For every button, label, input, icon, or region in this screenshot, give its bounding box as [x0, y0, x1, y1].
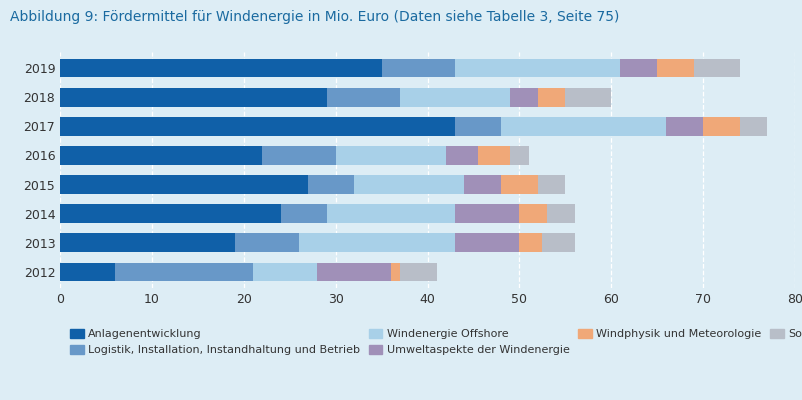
Bar: [537, 175, 565, 194]
Bar: [326, 88, 399, 107]
Bar: [445, 146, 477, 165]
Bar: [546, 204, 574, 223]
Bar: [455, 58, 620, 78]
Bar: [399, 88, 509, 107]
Bar: [739, 117, 767, 136]
Bar: [60, 233, 234, 252]
Bar: [537, 88, 565, 107]
Bar: [60, 175, 308, 194]
Bar: [326, 204, 455, 223]
Bar: [666, 117, 703, 136]
Bar: [455, 204, 519, 223]
Bar: [298, 233, 455, 252]
Bar: [381, 58, 455, 78]
Bar: [60, 117, 455, 136]
Bar: [399, 262, 436, 282]
Bar: [693, 58, 739, 78]
Bar: [60, 88, 326, 107]
Bar: [281, 204, 326, 223]
Bar: [60, 204, 281, 223]
Bar: [308, 175, 354, 194]
Bar: [656, 58, 693, 78]
Bar: [317, 262, 391, 282]
Bar: [703, 117, 739, 136]
Bar: [455, 117, 500, 136]
Bar: [60, 146, 262, 165]
Bar: [509, 88, 537, 107]
Bar: [477, 146, 509, 165]
Bar: [60, 262, 115, 282]
Text: Abbildung 9: Fördermittel für Windenergie in Mio. Euro (Daten siehe Tabelle 3, S: Abbildung 9: Fördermittel für Windenergi…: [10, 10, 618, 24]
Bar: [60, 58, 381, 78]
Bar: [115, 262, 253, 282]
Bar: [464, 175, 500, 194]
Bar: [519, 233, 541, 252]
Bar: [500, 175, 537, 194]
Bar: [509, 146, 528, 165]
Bar: [335, 146, 445, 165]
Bar: [455, 233, 519, 252]
Bar: [565, 88, 610, 107]
Bar: [500, 117, 666, 136]
Bar: [234, 233, 298, 252]
Bar: [519, 204, 546, 223]
Legend: Anlagenentwicklung, Logistik, Installation, Instandhaltung und Betrieb, Windener: Anlagenentwicklung, Logistik, Installati…: [66, 324, 802, 360]
Bar: [541, 233, 574, 252]
Bar: [620, 58, 656, 78]
Bar: [262, 146, 335, 165]
Bar: [354, 175, 464, 194]
Bar: [391, 262, 399, 282]
Bar: [253, 262, 317, 282]
